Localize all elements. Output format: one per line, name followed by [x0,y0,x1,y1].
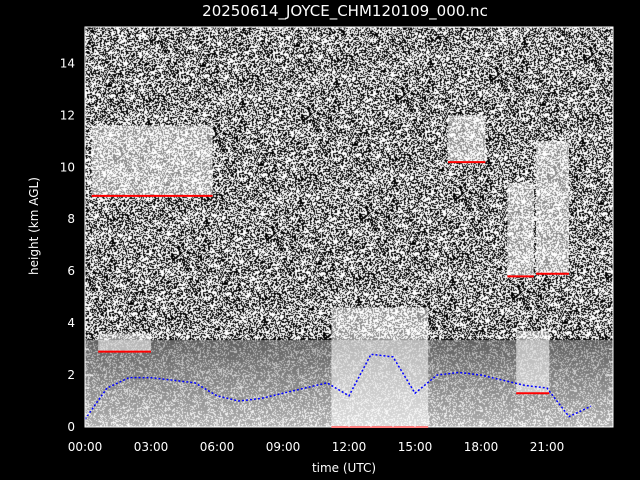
y-tick-label: 4 [67,316,75,330]
x-tick-label: 18:00 [464,440,499,454]
x-tick-label: 00:00 [68,440,103,454]
y-tick-label: 10 [60,160,75,174]
plot-area [84,27,613,428]
x-axis: 00:00 03:00 06:00 09:00 12:00 15:00 18:00 21:00 [68,27,614,454]
x-axis-label: time (UTC) [312,461,376,475]
y-tick-label: 6 [67,264,75,278]
feature-layer [84,115,592,428]
y-tick-label: 12 [60,108,75,122]
cirrus-cloud [448,115,486,163]
y-tick-label: 14 [60,56,75,70]
x-tick-label: 12:00 [332,440,367,454]
y-axis: 0 2 4 6 8 10 12 14 [60,36,613,434]
y-tick-label: 8 [67,212,75,226]
x-tick-label: 09:00 [266,440,301,454]
x-tick-label: 03:00 [134,440,169,454]
x-tick-label: 21:00 [530,440,565,454]
y-tick-label: 2 [67,368,75,382]
mid-level-cloud [516,330,550,394]
y-tick-label: 0 [67,420,75,434]
cirrus-cloud [536,141,569,274]
x-tick-label: 06:00 [200,440,235,454]
mid-level-cloud [331,307,429,427]
x-tick-label: 15:00 [398,440,433,454]
chart-title: 20250614_JOYCE_CHM120109_000.nc [202,2,488,21]
y-axis-label: height (km AGL) [27,177,41,275]
cirrus-cloud [507,182,534,277]
cirrus-cloud [91,125,213,196]
mid-level-cloud [98,333,151,352]
